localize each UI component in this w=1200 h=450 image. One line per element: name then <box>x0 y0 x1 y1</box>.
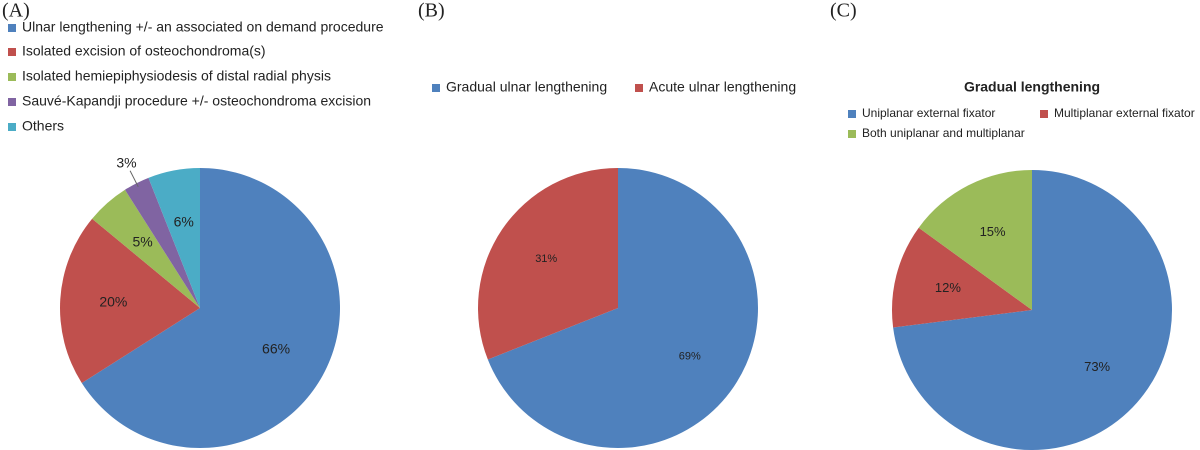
pie-slice <box>59 218 200 384</box>
legend-label: Uniplanar external fixator <box>862 106 995 120</box>
pie-slice <box>893 170 1172 450</box>
legend-swatch <box>8 123 16 131</box>
panel-label: (A) <box>2 0 30 22</box>
legend-swatch <box>848 130 856 138</box>
pie-slice <box>92 189 200 308</box>
data-label: 5% <box>132 234 152 250</box>
legend-label: Acute ulnar lengthening <box>649 79 796 95</box>
data-label: 15% <box>980 224 1006 239</box>
pie-slice <box>892 227 1032 328</box>
legend-label: Ulnar lengthening +/- an associated on d… <box>22 19 384 35</box>
legend-label: Both uniplanar and multiplanar <box>862 126 1025 140</box>
legend-label: Gradual ulnar lengthening <box>446 79 607 95</box>
data-label: 20% <box>99 293 127 309</box>
legend-label: Others <box>22 118 64 134</box>
data-label: 6% <box>174 213 194 229</box>
pie-slice <box>918 170 1032 310</box>
data-label: 31% <box>535 253 557 265</box>
legend-swatch <box>635 84 643 92</box>
legend-label: Multiplanar external fixator <box>1054 106 1195 120</box>
pie-slice <box>487 168 758 448</box>
legend-label: Isolated hemiepiphysiodesis of distal ra… <box>22 68 331 84</box>
legend-swatch <box>8 24 16 32</box>
legend-swatch <box>432 84 440 92</box>
data-label: 69% <box>679 351 701 363</box>
legend-swatch <box>1040 110 1048 118</box>
leader-line <box>129 170 139 188</box>
data-label: 3% <box>116 154 136 170</box>
legend-swatch <box>848 110 856 118</box>
data-label: 12% <box>935 280 961 295</box>
legend-swatch <box>8 98 16 106</box>
pie-slice <box>124 177 200 308</box>
pie-slice <box>478 168 618 360</box>
panel-label: (C) <box>830 0 857 22</box>
legend-swatch <box>8 48 16 56</box>
panel-label: (B) <box>418 0 445 22</box>
data-label: 73% <box>1084 359 1110 374</box>
pie-slice <box>148 168 200 308</box>
legend-swatch <box>8 73 16 81</box>
chart-title: Gradual lengthening <box>964 79 1100 95</box>
legend-label: Isolated excision of osteochondroma(s) <box>22 43 266 59</box>
legend-label: Sauvé-Kapandji procedure +/- osteochondr… <box>22 93 371 109</box>
pie-slice <box>81 168 341 449</box>
data-label: 66% <box>262 341 290 357</box>
